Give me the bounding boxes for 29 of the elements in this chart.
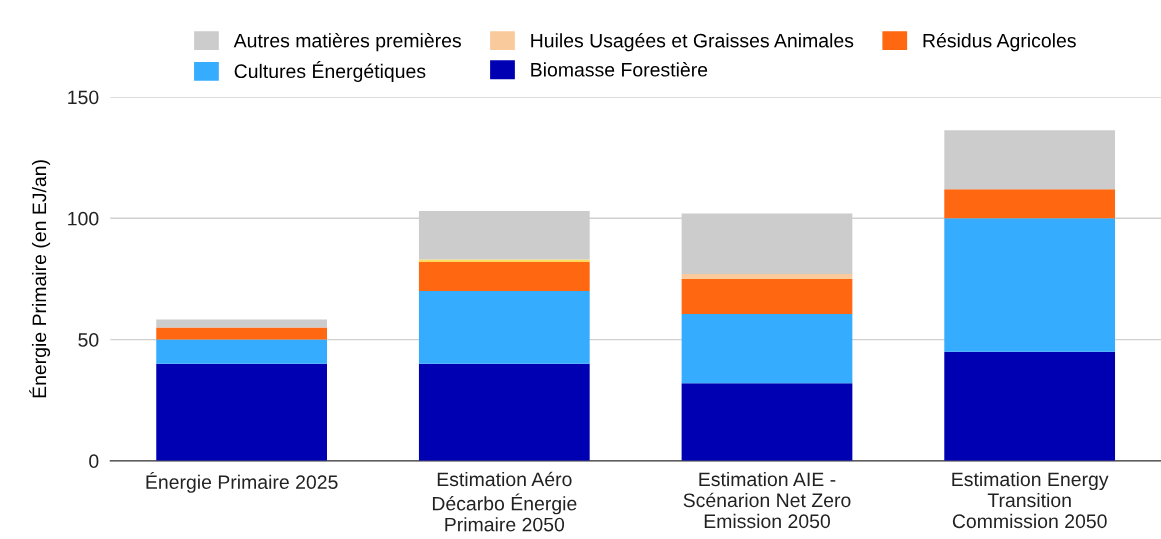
- bar: [944, 130, 1116, 190]
- bar: [681, 278, 853, 315]
- legend-label: Cultures Énergétiques: [234, 61, 426, 82]
- legend-label: Huiles Usagées et Graisses Animales: [531, 32, 854, 52]
- x-tick-label: Estimation AIE - Scénarion Net Zero Emission 2050: [683, 471, 851, 529]
- x-tick-label: Énergie Primaire 2025: [146, 471, 338, 493]
- bar: [944, 189, 1116, 219]
- bar: [418, 291, 590, 364]
- x-tick-label: Estimation Aéro Décarbo Énergie Primaire 2050: [432, 471, 577, 532]
- bar: [156, 319, 327, 328]
- bar: [418, 261, 590, 292]
- y-tick-label: 100: [68, 211, 99, 226]
- y-tick-label: 150: [68, 90, 99, 105]
- x-tick-label: Estimation Energy Transition Commission 2050: [952, 471, 1109, 529]
- bar: [944, 218, 1116, 352]
- bar: [681, 274, 853, 279]
- bar: [156, 339, 327, 364]
- bar: [156, 363, 327, 461]
- bar: [681, 383, 853, 461]
- y-tick-label: 0: [89, 454, 99, 469]
- bar: [156, 327, 327, 340]
- bar: [681, 314, 853, 384]
- legend-label: Résidus Agricoles: [923, 32, 1076, 52]
- bar: [944, 351, 1116, 461]
- y-tick-label: 50: [78, 333, 99, 347]
- legend-label: Autres matières premières: [233, 32, 461, 52]
- y-axis-title: Énergie Primaire (en EJ/an): [29, 160, 51, 398]
- bar: [418, 363, 590, 461]
- legend-label: Biomasse Forestière: [531, 62, 708, 77]
